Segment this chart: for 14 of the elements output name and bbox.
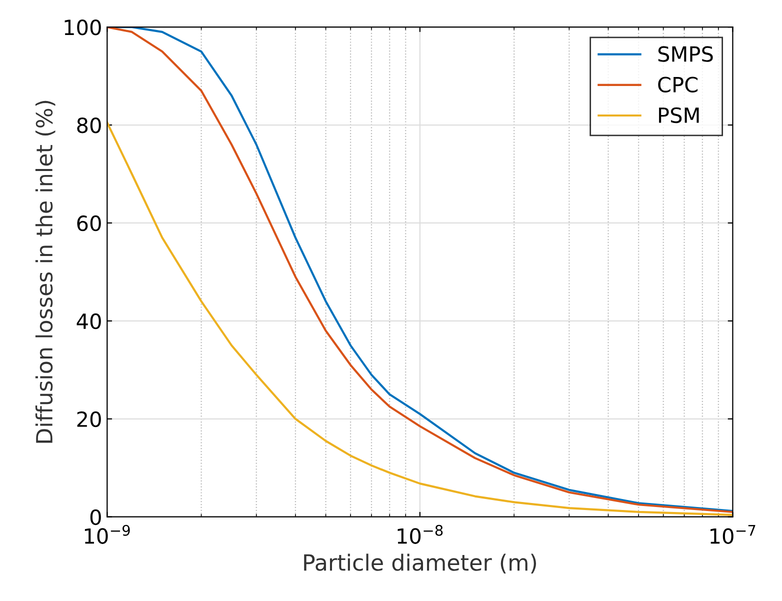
y-tick-label: 100 xyxy=(64,20,101,36)
legend-label: PSM xyxy=(659,107,699,124)
legend-label: CPC xyxy=(658,76,698,92)
x-tick-label: 10$^{−7}$ xyxy=(710,525,756,544)
x-tick-label: 10$^{−8}$ xyxy=(398,524,443,544)
x-tick-label: 10$^{−9}$ xyxy=(84,524,130,544)
legend-label: SMPS xyxy=(658,46,713,62)
y-tick-label: 60 xyxy=(77,215,101,232)
x-axis-title: Particle diameter (m) xyxy=(304,554,536,574)
y-tick-label: 80 xyxy=(77,117,101,134)
y-tick-label: 20 xyxy=(77,411,101,428)
y-axis-title: Diffusion losses in the inlet (%) xyxy=(35,100,56,443)
y-tick-label: 40 xyxy=(76,313,101,330)
y-tick-label: 0 xyxy=(90,509,101,526)
